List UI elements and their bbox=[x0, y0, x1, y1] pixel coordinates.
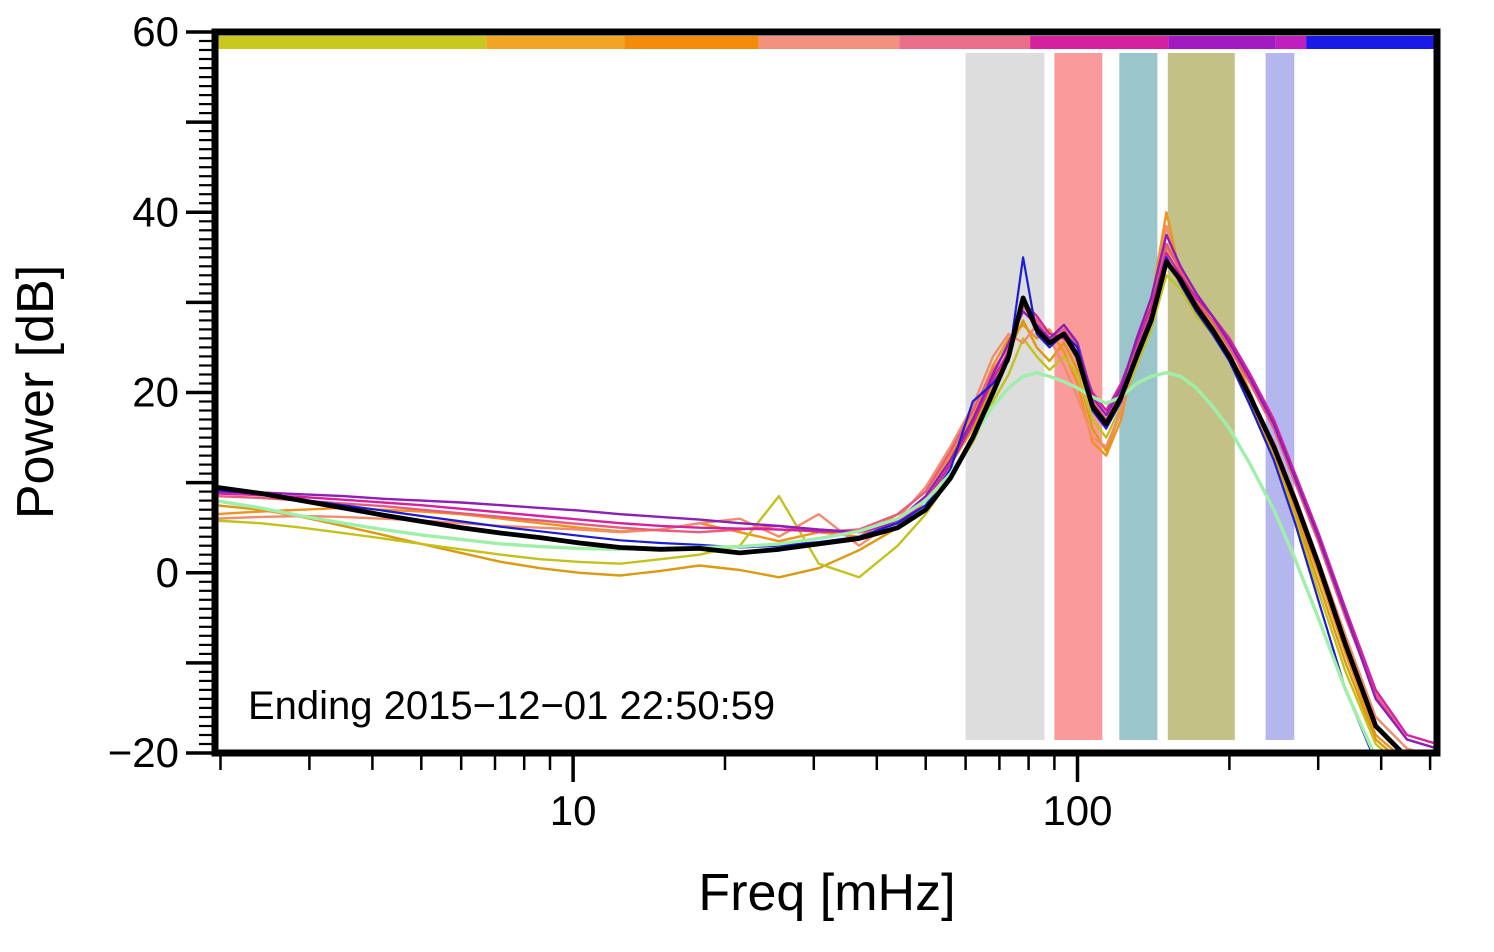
series-salmon bbox=[215, 224, 1427, 753]
x-axis-title: Freq [mHz] bbox=[698, 864, 956, 922]
topbar-segment-8 bbox=[1306, 36, 1437, 49]
series-purple bbox=[215, 233, 1437, 750]
ending-timestamp-annotation: Ending 2015−12−01 22:50:59 bbox=[248, 684, 776, 728]
topbar-segment-2 bbox=[624, 36, 759, 49]
y-tick-label: 40 bbox=[132, 188, 179, 235]
series-pink bbox=[215, 242, 1437, 750]
y-tick-label: 0 bbox=[156, 549, 179, 596]
series-lightgreen bbox=[215, 371, 1376, 753]
y-tick-label: 60 bbox=[132, 8, 179, 55]
series-mean bbox=[215, 259, 1406, 753]
x-tick-label: 10 bbox=[550, 787, 597, 834]
topbar-segment-4 bbox=[899, 36, 1031, 49]
topbar-segment-5 bbox=[1030, 36, 1169, 49]
y-tick-label: 20 bbox=[132, 369, 179, 416]
y-axis-title: Power [dB] bbox=[7, 264, 65, 520]
band-lavender bbox=[1265, 53, 1295, 740]
band-olive bbox=[1167, 53, 1235, 740]
y-tick-label: −20 bbox=[108, 729, 179, 776]
topbar-segment-0 bbox=[215, 36, 487, 49]
topbar-segment-3 bbox=[758, 36, 900, 49]
topbar-segment-6 bbox=[1168, 36, 1276, 49]
topbar-segment-1 bbox=[486, 36, 625, 49]
topbar-segment-7 bbox=[1275, 36, 1307, 49]
x-tick-label: 100 bbox=[1042, 787, 1112, 834]
series-blue bbox=[215, 256, 1374, 753]
